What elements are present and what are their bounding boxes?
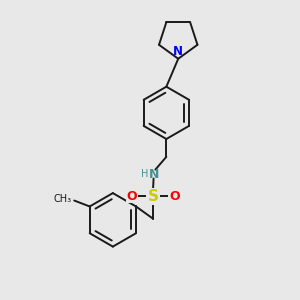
Text: O: O [126, 190, 137, 203]
Text: S: S [148, 189, 158, 204]
Text: N: N [173, 45, 183, 58]
Text: CH₃: CH₃ [53, 194, 71, 204]
Text: N: N [148, 168, 159, 181]
Text: O: O [169, 190, 180, 203]
Text: H: H [141, 169, 148, 179]
